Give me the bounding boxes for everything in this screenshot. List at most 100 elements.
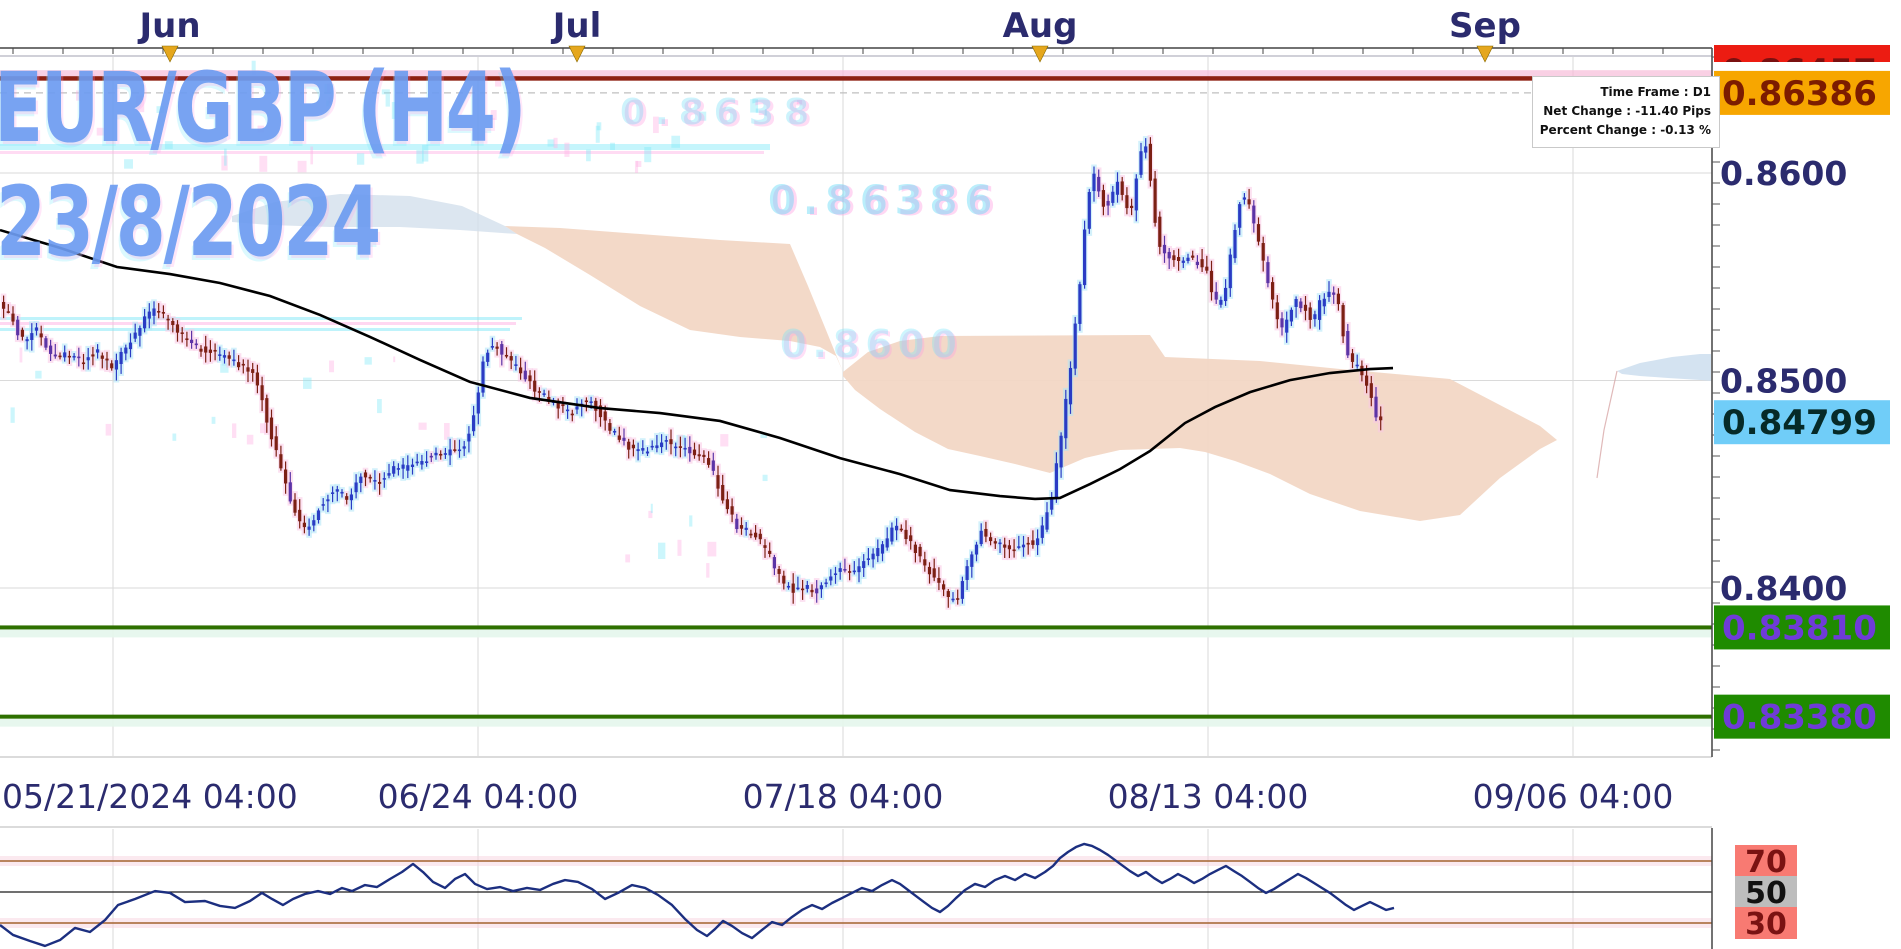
candle-body xyxy=(707,458,711,465)
candle-body xyxy=(100,355,104,359)
candle-body xyxy=(984,528,988,537)
candle-body xyxy=(415,461,419,464)
candle-body xyxy=(467,433,471,442)
candle-body xyxy=(1214,291,1218,300)
artifact-streak xyxy=(0,322,516,325)
candle-body xyxy=(721,484,725,501)
artifact-dash xyxy=(720,434,729,447)
price-box-label: 0.84799 xyxy=(1722,403,1877,443)
candle-body xyxy=(1153,178,1157,223)
candle-body xyxy=(124,347,128,354)
artifact-dash xyxy=(156,106,165,113)
candle-body xyxy=(998,542,1002,545)
candle-body xyxy=(528,375,532,382)
candle-body xyxy=(777,568,781,574)
candle-body xyxy=(410,464,415,467)
candle-body xyxy=(880,544,885,554)
candle-body xyxy=(1031,540,1035,545)
candle-body xyxy=(1369,383,1373,398)
candle-body xyxy=(190,339,194,344)
month-axis: Jun Jul Aug Sep xyxy=(0,6,1712,63)
candle-body xyxy=(608,423,612,431)
candle-body xyxy=(801,588,805,591)
artifact-streak xyxy=(0,144,770,150)
candle-body xyxy=(810,589,814,593)
price-box: 0.83810 xyxy=(1714,605,1890,650)
price-box-label: 0.86457 xyxy=(1722,52,1877,92)
artifact-dash xyxy=(172,433,177,441)
candle-body xyxy=(829,576,833,581)
cloud-bearish-left xyxy=(505,226,843,372)
candle-body xyxy=(942,584,946,590)
support-line-glow xyxy=(0,718,1712,727)
candle-body xyxy=(157,310,161,313)
candle-body xyxy=(1101,190,1105,207)
pair-title: EUR/GBP (H4) xyxy=(0,52,527,164)
price-box-label: 0.86386 xyxy=(1722,74,1877,114)
candle-body xyxy=(396,468,400,470)
candle-body xyxy=(754,532,758,538)
candle-body xyxy=(730,506,734,515)
candle-body xyxy=(1078,284,1082,324)
candle-body xyxy=(519,367,523,374)
candle-body xyxy=(815,588,819,594)
artifact-dash xyxy=(796,99,803,106)
candle-body xyxy=(514,364,518,366)
artifact-dash xyxy=(19,347,23,363)
candle-body xyxy=(96,349,100,353)
candle-body xyxy=(490,346,494,348)
candle-body xyxy=(848,571,852,573)
candle-body xyxy=(1054,463,1058,499)
candle-body xyxy=(819,585,823,590)
candle-body xyxy=(857,566,861,573)
candle-body xyxy=(49,345,53,354)
artifact-dash xyxy=(706,563,710,578)
candle-body xyxy=(885,538,889,548)
candle-body xyxy=(284,469,288,484)
candle-body xyxy=(1346,330,1350,356)
candle-body xyxy=(420,461,424,465)
support-line-glow xyxy=(0,629,1712,638)
candle-body xyxy=(1308,307,1312,320)
artifact-dash xyxy=(636,160,642,167)
candle-body xyxy=(1162,244,1167,254)
candle-body xyxy=(1252,205,1256,224)
candle-body xyxy=(1186,257,1190,262)
candle-body xyxy=(472,415,476,432)
month-marker-arrow xyxy=(1031,45,1049,63)
info-box: Time Frame : D1 Net Change : -11.40 Pips… xyxy=(1532,76,1720,148)
candle-body xyxy=(255,372,259,386)
month-label: Jun xyxy=(137,6,200,46)
candle-body xyxy=(279,454,283,469)
candle-body xyxy=(77,356,81,359)
month-marker-arrow xyxy=(568,45,586,63)
candle-body xyxy=(1374,396,1378,418)
candle-body xyxy=(2,301,6,309)
candle-body xyxy=(786,585,791,588)
candle-body xyxy=(462,446,466,449)
candle-body xyxy=(119,351,123,365)
candle-body xyxy=(1200,259,1204,268)
price-box-bg xyxy=(1714,45,1890,62)
ichimoku-clouds xyxy=(232,194,1711,521)
candle-body xyxy=(561,404,565,407)
candle-body xyxy=(1181,260,1185,263)
candle-body xyxy=(843,568,847,571)
candle-body xyxy=(1064,398,1068,439)
cloud-future-blue xyxy=(1617,354,1711,381)
cloud-gray-segment xyxy=(232,194,517,234)
candle-body xyxy=(58,355,62,358)
candle-body xyxy=(598,405,603,418)
candle-body xyxy=(128,342,133,350)
candle-body xyxy=(349,494,353,501)
candle-body xyxy=(904,529,908,540)
candle-body xyxy=(876,548,880,557)
candle-body xyxy=(392,466,396,474)
cloud-bearish-right xyxy=(843,335,1557,521)
artifact-dash xyxy=(364,357,372,365)
candle-body xyxy=(222,355,227,358)
candle-body xyxy=(768,550,772,554)
candle-body xyxy=(702,454,706,458)
artifact-dash xyxy=(547,139,555,147)
